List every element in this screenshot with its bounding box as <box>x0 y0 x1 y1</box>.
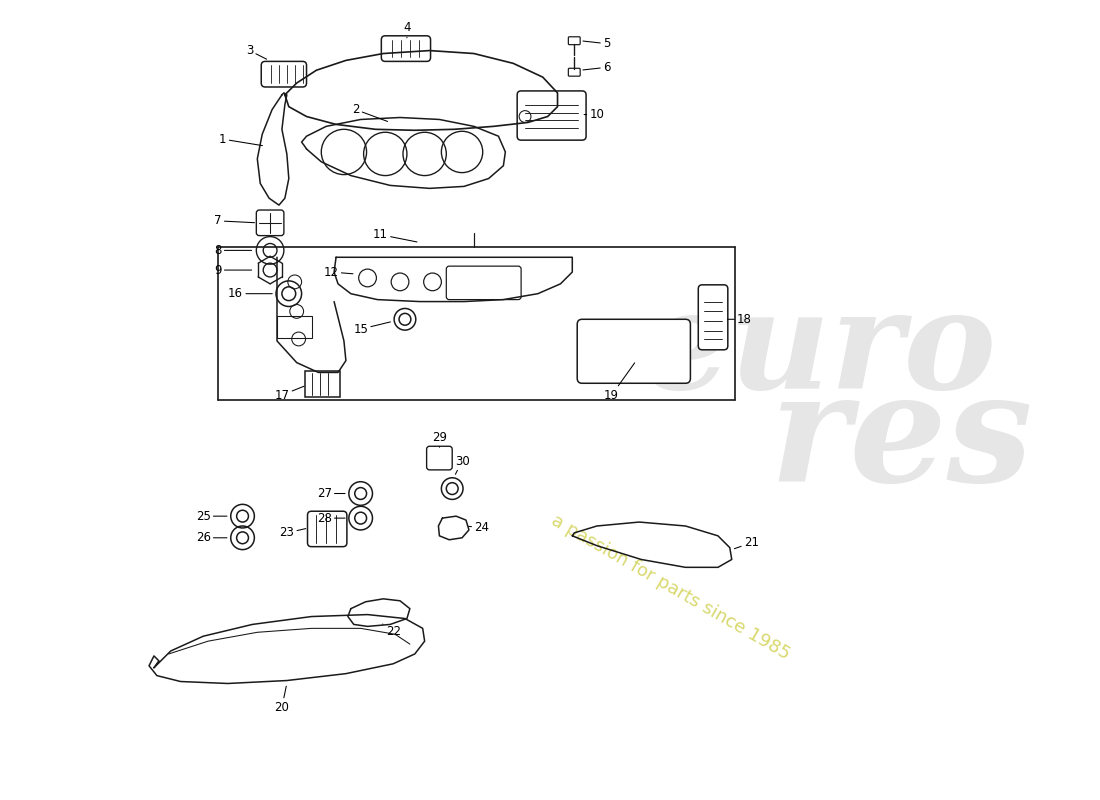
Text: 23: 23 <box>279 526 306 539</box>
Text: 17: 17 <box>274 386 304 402</box>
Text: euro: euro <box>641 284 997 418</box>
Text: 4: 4 <box>404 22 410 38</box>
Text: 8: 8 <box>214 244 252 257</box>
Text: 18: 18 <box>727 313 752 326</box>
Text: 11: 11 <box>373 228 417 242</box>
Text: 19: 19 <box>604 363 635 402</box>
FancyBboxPatch shape <box>517 91 586 140</box>
Text: 22: 22 <box>383 624 400 638</box>
FancyBboxPatch shape <box>308 511 346 546</box>
Text: 29: 29 <box>432 431 447 447</box>
Text: 27: 27 <box>317 487 345 500</box>
Text: res: res <box>769 365 1033 514</box>
Text: 2: 2 <box>352 103 387 122</box>
Text: 15: 15 <box>353 322 390 336</box>
Text: 10: 10 <box>584 108 604 121</box>
Text: 9: 9 <box>214 263 252 277</box>
Text: a passion for parts since 1985: a passion for parts since 1985 <box>548 511 793 663</box>
FancyBboxPatch shape <box>305 371 340 397</box>
Text: 16: 16 <box>228 287 272 300</box>
FancyBboxPatch shape <box>569 68 580 76</box>
FancyBboxPatch shape <box>569 37 580 45</box>
FancyBboxPatch shape <box>578 319 691 383</box>
Text: 20: 20 <box>275 686 289 714</box>
Text: 24: 24 <box>469 522 490 534</box>
Text: 7: 7 <box>214 214 254 227</box>
FancyBboxPatch shape <box>427 446 452 470</box>
Text: 12: 12 <box>323 266 353 278</box>
Text: 21: 21 <box>735 536 759 550</box>
FancyBboxPatch shape <box>698 285 728 350</box>
Text: 5: 5 <box>583 37 610 50</box>
Text: 28: 28 <box>317 512 345 525</box>
Text: 6: 6 <box>583 61 610 74</box>
Text: 25: 25 <box>196 510 227 522</box>
Text: 1: 1 <box>219 133 263 146</box>
Text: 30: 30 <box>454 454 470 474</box>
FancyBboxPatch shape <box>256 210 284 236</box>
Text: 3: 3 <box>245 44 266 59</box>
Text: 26: 26 <box>196 531 227 544</box>
